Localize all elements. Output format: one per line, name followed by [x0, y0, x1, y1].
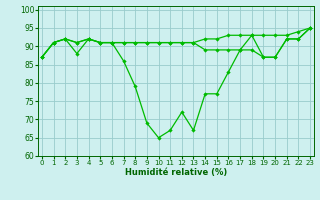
X-axis label: Humidité relative (%): Humidité relative (%) — [125, 168, 227, 177]
